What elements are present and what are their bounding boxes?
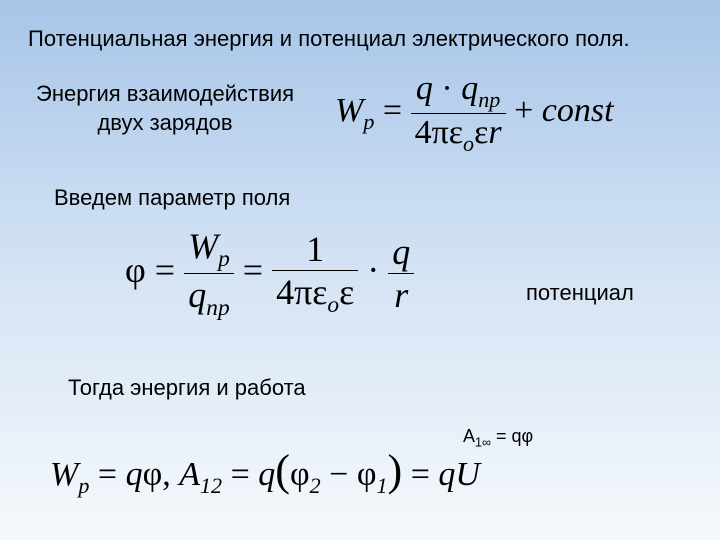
- sym-eq5: =: [231, 456, 259, 493]
- sym-comma: ,: [162, 456, 179, 493]
- sym-2: 2: [310, 473, 321, 498]
- sym-eq2: =: [155, 250, 184, 290]
- sym-phi2: φ: [290, 456, 310, 493]
- formula-phi: φ = Wp qnp = 1 4πεoε · q r: [125, 225, 414, 322]
- formula-work: Wp = qφ, A12 = q(φ2 − φ1) = qU: [50, 445, 480, 499]
- interaction-energy-label: Энергия взаимодействия двух зарядов: [36, 80, 294, 137]
- sym-const: const: [542, 92, 614, 129]
- sym-eps4: ε: [339, 272, 354, 312]
- sym-eps1: ε: [449, 114, 463, 151]
- sym-plus: +: [514, 92, 542, 129]
- sym-dot: ·: [441, 70, 452, 107]
- sym-q6: q: [258, 456, 275, 493]
- sym-one: 1: [306, 229, 324, 269]
- sym-eq: =: [383, 92, 411, 129]
- sym-pi: π: [432, 114, 449, 151]
- sym-W2: W: [188, 226, 218, 266]
- sym-phi1: φ: [357, 456, 377, 493]
- label1-line1: Энергия взаимодействия: [36, 81, 294, 106]
- energy-work-label: Тогда энергия и работа: [68, 375, 306, 401]
- sym-p: p: [363, 109, 374, 134]
- sym-1: 1: [376, 473, 387, 498]
- sym-U: U: [455, 456, 480, 493]
- sym-o2: o: [327, 292, 339, 318]
- sym-A: A: [179, 456, 200, 493]
- sym-phi3: φ: [143, 456, 163, 493]
- field-param-label: Введем параметр поля: [54, 185, 290, 211]
- sym-4: 4: [415, 114, 432, 151]
- sym-4b: 4: [276, 272, 294, 312]
- potential-label: потенциал: [526, 280, 634, 306]
- sym-eq6: =: [411, 456, 439, 493]
- sym-q5: q: [126, 456, 143, 493]
- sym-p3: p: [78, 473, 89, 498]
- sym-eq4: =: [98, 456, 126, 493]
- sym-r: r: [488, 114, 501, 151]
- sym-eq3: =: [243, 250, 272, 290]
- formula-wp: Wp = q · qnp 4πεoεr + const: [335, 70, 614, 157]
- sym-p2: p: [218, 246, 230, 272]
- a-inf-A: А: [463, 426, 475, 446]
- sym-W: W: [335, 92, 363, 129]
- sym-rp: ): [388, 446, 403, 495]
- sym-pib: π: [294, 272, 312, 312]
- sym-phi: φ: [125, 250, 146, 290]
- sym-r2: r: [394, 275, 408, 315]
- page-title: Потенциальная энергия и потенциал электр…: [28, 26, 630, 52]
- sym-q7: q: [438, 456, 455, 493]
- sym-minus: −: [329, 456, 357, 493]
- sym-12: 12: [200, 473, 222, 498]
- sym-eps2: ε: [474, 114, 488, 151]
- label1-line2: двух зарядов: [97, 110, 232, 135]
- sym-eps3: ε: [312, 272, 327, 312]
- a-inf-eq: = qφ: [491, 426, 533, 446]
- sym-dot2: ·: [367, 250, 379, 290]
- sym-lp: (: [275, 446, 290, 495]
- sym-o: o: [463, 131, 474, 156]
- sym-q1: q: [416, 70, 433, 107]
- sym-q3: q: [188, 275, 206, 315]
- sym-np: np: [478, 87, 500, 112]
- sym-q2: q: [461, 70, 478, 107]
- sym-np2: np: [206, 295, 229, 321]
- sym-q4: q: [392, 232, 410, 272]
- sym-W3: W: [50, 456, 78, 493]
